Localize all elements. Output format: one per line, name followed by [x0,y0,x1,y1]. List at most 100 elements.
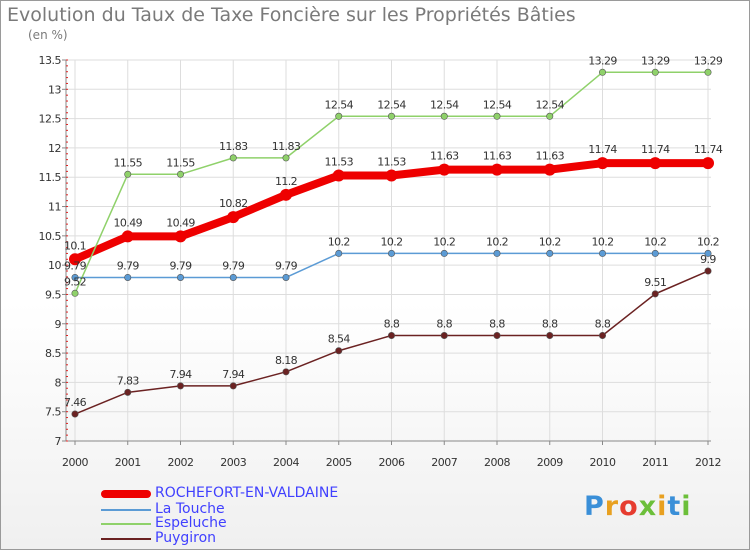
data-point [177,170,185,178]
data-point [493,331,501,339]
x-tick-label: 2011 [642,456,668,469]
data-point [704,68,712,76]
data-label: 8.8 [489,317,505,330]
data-point [543,163,556,176]
logo-letter: i [681,491,692,522]
data-label: 10.2 [328,235,350,248]
data-label: 10.49 [166,216,195,229]
y-tick-label: 8.5 [45,347,61,360]
x-tick-label: 2007 [431,456,457,469]
data-point [546,331,554,339]
data-point [440,249,448,257]
x-tick-label: 2004 [273,456,299,469]
data-label: 11.53 [377,155,406,168]
data-point [282,368,290,376]
data-label: 8.8 [436,317,452,330]
x-tick-label: 2012 [695,456,721,469]
data-label: 7.94 [222,368,245,381]
data-label: 10.2 [591,235,613,248]
data-label: 8.54 [328,333,351,346]
series-espeluche: 9.52 11.55 11.55 11.83 11.83 12.54 12.54 12.54 1… [64,54,723,297]
logo-letter: r [604,491,620,522]
data-point [651,68,659,76]
x-tick-label: 2003 [220,456,246,469]
data-label: 10.49 [114,216,143,229]
data-point [280,188,292,201]
data-label: 12.54 [430,98,459,111]
data-point [491,163,503,176]
data-label: 13.29 [641,54,670,67]
data-label: 11.63 [483,150,512,163]
x-tick-label: 2010 [590,456,616,469]
data-label: 11.74 [588,143,617,156]
data-point [174,230,187,243]
data-point [385,169,398,182]
data-point [229,154,237,162]
data-point [71,289,79,297]
data-point [546,249,554,257]
y-tick-label: 8 [55,376,62,389]
data-label: 11.55 [166,156,195,169]
data-point [71,273,79,281]
data-point [332,169,345,182]
data-point [440,331,448,339]
legend-swatch [101,490,151,498]
y-tick-label: 9 [55,318,62,331]
chart-title: Evolution du Taux de Taxe Foncière sur l… [7,4,576,26]
data-point [124,273,132,281]
data-label: 8.8 [384,317,400,330]
x-tick-label: 2000 [62,456,88,469]
data-point [124,388,132,396]
data-point [177,273,185,281]
data-label: 9.79 [222,259,245,272]
data-point [227,211,240,224]
y-tick-label: 12.5 [39,113,62,126]
logo-letter: t [667,491,682,522]
data-point [598,331,606,339]
y-tick-label: 11 [48,201,61,214]
data-point [387,249,395,257]
data-point [282,273,290,281]
chart-subtitle: (en %) [28,28,68,42]
logo-letter: o [619,491,639,522]
data-label: 8.8 [595,317,611,330]
data-point [546,112,554,120]
data-label: 10.2 [539,235,561,248]
data-label: 9.79 [275,259,298,272]
data-point [335,249,343,257]
data-point [598,68,606,76]
data-point [69,253,81,266]
data-point [335,112,343,120]
y-tick-label: 12 [48,142,61,155]
data-point [704,249,712,257]
x-tick-label: 2008 [484,456,510,469]
y-minor-ticks [66,59,68,442]
y-tick-label: 10.5 [39,230,62,243]
data-label: 7.83 [117,374,140,387]
logo-letter: x [638,491,658,522]
data-point [493,249,501,257]
data-label: 10.2 [697,235,719,248]
data-point [493,112,501,120]
proxiti-logo: Proxiti [584,491,692,522]
data-label: 10.1 [64,239,86,252]
data-point [71,410,79,418]
data-label: 10.2 [644,235,666,248]
data-label: 12.54 [325,98,354,111]
data-label: 11.83 [272,140,301,153]
series-la-touche: 9.79 9.79 9.79 9.79 9.79 10.2 10.2 10.2 10.2 10.2… [64,235,720,281]
data-label: 10.2 [486,235,508,248]
x-tick-label: 2006 [379,456,405,469]
data-label: 9.79 [117,259,140,272]
data-label: 8.8 [542,317,558,330]
data-label: 10.2 [380,235,402,248]
y-tick-label: 7 [55,435,62,448]
data-label: 7.94 [169,368,192,381]
legend-label: ROCHEFORT-EN-VALDAINE [155,485,339,501]
legend-label: La Touche [155,501,225,517]
data-point [229,382,237,390]
legend-label: Puygiron [155,530,217,546]
data-label: 11.74 [694,143,723,156]
